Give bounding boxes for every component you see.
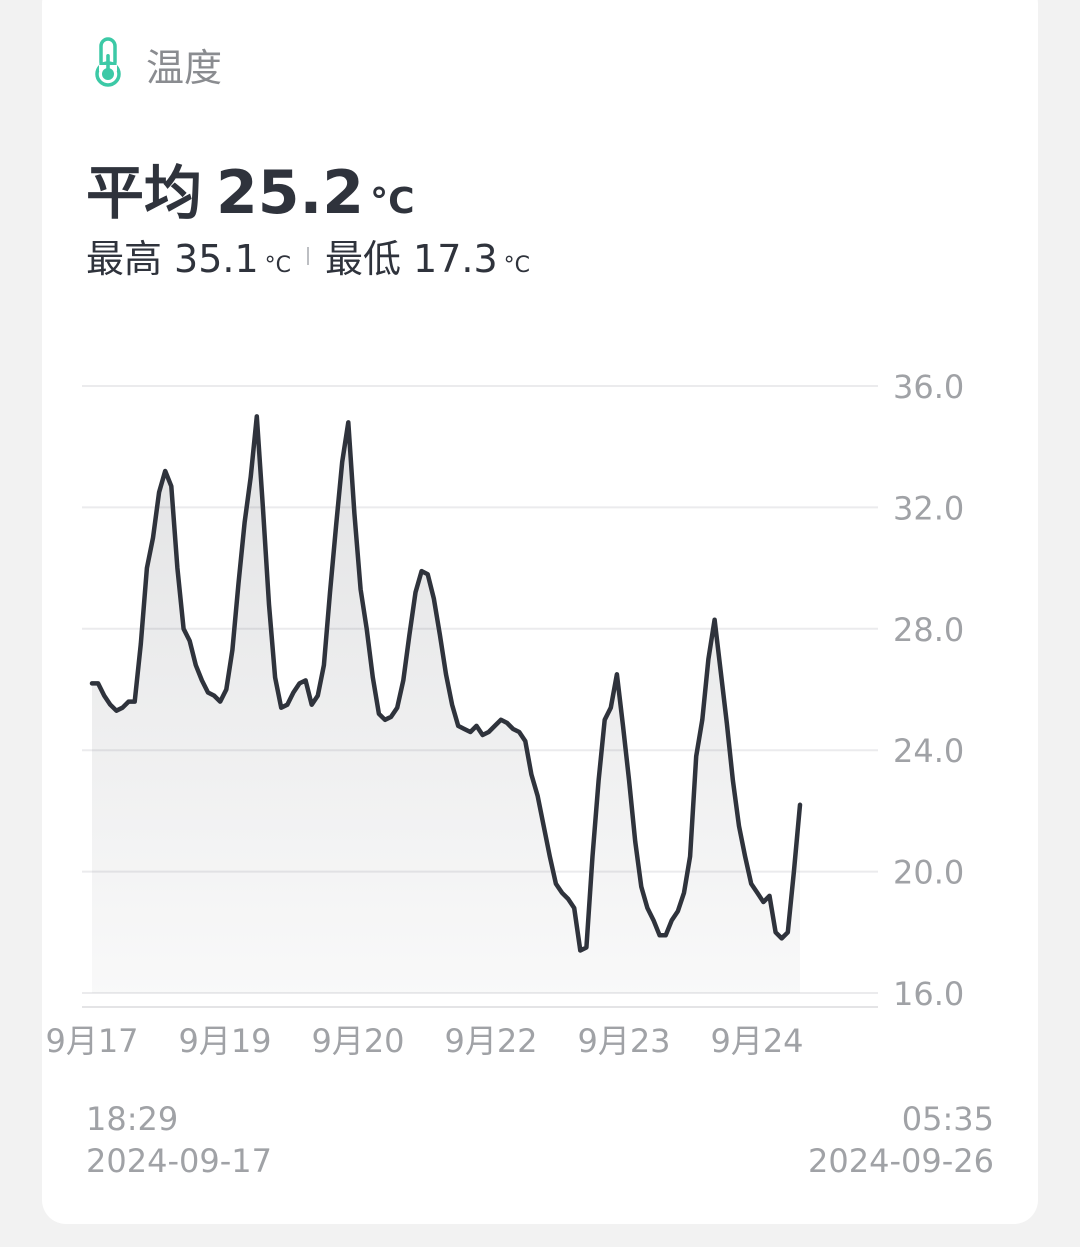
thermometer-icon: [88, 36, 128, 92]
average-label: 平均: [86, 159, 203, 227]
range-start-date: 2024-09-17: [86, 1142, 272, 1180]
max-label: 最高: [86, 237, 163, 281]
x-tick-label: 9月20: [311, 1022, 404, 1060]
min-unit: °C: [503, 253, 530, 278]
y-tick-label: 16.0: [893, 975, 964, 1013]
range-end: 05:35 2024-09-26: [808, 1098, 994, 1182]
card-header: 温度: [88, 36, 222, 92]
max-unit: °C: [264, 253, 291, 278]
y-tick-label: 28.0: [893, 611, 964, 649]
x-tick-label: 9月22: [444, 1022, 537, 1060]
x-tick-label: 9月19: [178, 1022, 271, 1060]
y-tick-label: 20.0: [893, 854, 964, 892]
average-summary: 平均 25.2 °C: [86, 146, 414, 230]
min-label: 最低: [325, 237, 402, 281]
x-tick-label: 9月23: [577, 1022, 670, 1060]
summary-divider: [307, 246, 309, 265]
x-tick-label: 9月24: [710, 1022, 803, 1060]
y-tick-label: 24.0: [893, 732, 964, 770]
temperature-chart: 36.0 32.0 28.0 24.0 20.0 16.0 9月17 9月19 9月20 9月2…: [45, 368, 964, 1060]
y-tick-label: 36.0: [893, 368, 964, 406]
average-unit: °C: [370, 181, 415, 222]
series-line: [89, 414, 803, 953]
range-end-time: 05:35: [901, 1100, 994, 1138]
range-start: 18:29 2024-09-17: [86, 1098, 272, 1182]
card-title: 温度: [146, 45, 223, 90]
temperature-card: [42, 0, 1038, 1224]
average-value: 25.2: [216, 158, 365, 228]
x-tick-label: 9月17: [45, 1022, 138, 1060]
range-start-time: 18:29: [86, 1100, 179, 1138]
x-axis-ticks: 9月17 9月19 9月20 9月22 9月23 9月24: [45, 1022, 803, 1060]
max-min-summary: 最高 35.1 °C 最低 17.3 °C: [86, 228, 530, 283]
range-end-date: 2024-09-26: [808, 1142, 994, 1180]
series-area: [92, 416, 800, 993]
y-axis-ticks: 36.0 32.0 28.0 24.0 20.0 16.0: [893, 368, 964, 1013]
y-tick-label: 32.0: [893, 489, 964, 527]
min-value: 17.3: [413, 237, 498, 281]
max-value: 35.1: [174, 237, 259, 281]
